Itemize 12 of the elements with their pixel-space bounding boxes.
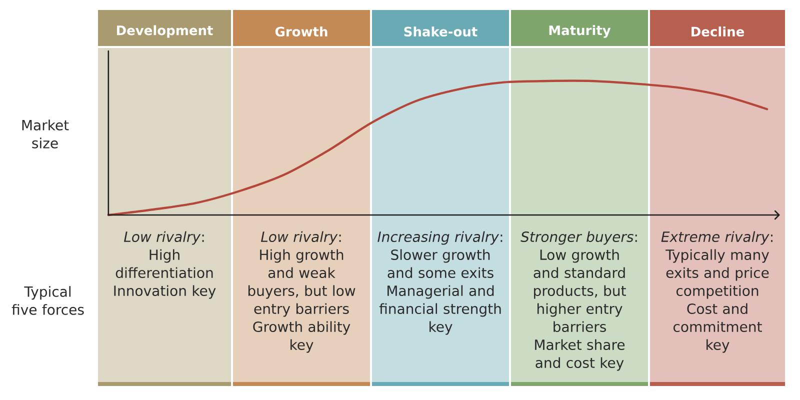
text: Low rivalry: High growth and weak buyers, but low entry barriers Growth ability key [248,231,356,353]
text: Low rivalry: High differentiation Innovation key [114,231,216,299]
text: Shake-out [404,26,478,37]
text: Maturity [549,25,611,38]
y-axis-title: Market size [22,120,69,148]
text: Decline [692,26,744,37]
text: Extreme rivalry: Typically many exits and price competition Cost and commitment key [661,231,772,353]
text: Increasing rivalry: Slower growth and some exits Managerial and financial strength key [378,231,502,335]
text: Development [116,25,213,38]
text: Typical five forces [12,286,84,315]
text: Stronger buyers: Low growth and standard products, but higher entry barriers Market share and cost key [520,231,637,371]
text: Growth [275,26,328,37]
